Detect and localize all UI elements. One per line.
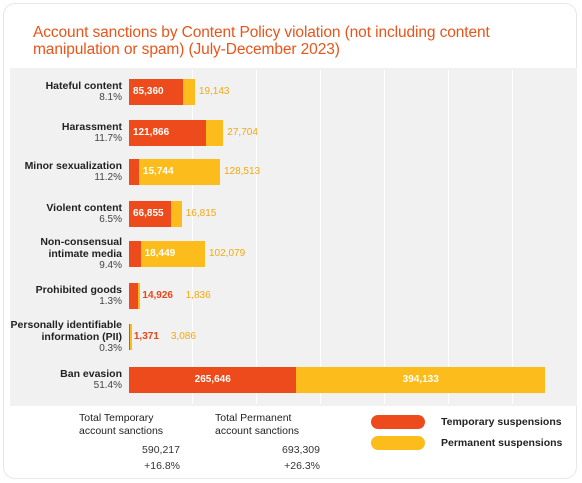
category-label: Personally identifiable information (PII… [10,319,122,343]
total-permanent-value: 693,309 [282,444,320,456]
category-percent: 1.3% [99,296,122,307]
grid-line [192,70,193,404]
category-label: Hateful content [45,80,122,92]
bar-temporary [129,120,206,146]
bar-permanent [171,201,182,227]
bar-permanent [140,241,205,267]
value-label-temporary: 85,360 [133,86,164,97]
category-label: Non-consensual intimate media [40,236,122,260]
bar-temporary [129,241,141,267]
value-label-permanent: 1,836 [185,290,211,301]
value-label-temporary: 121,866 [133,127,170,138]
value-label-permanent: 27,704 [227,127,258,138]
value-label-permanent: 102,079 [208,248,246,259]
bar-permanent [296,367,545,393]
value-label-temporary: 18,449 [144,248,176,259]
category-percent: 6.5% [99,214,122,225]
value-label-temporary: 15,744 [142,166,174,177]
grid-line [320,70,321,404]
legend-label-temporary: Temporary suspensions [441,416,562,428]
total-temporary-label: Total Temporary account sanctions [79,412,164,437]
bar-temporary [129,79,183,105]
category-percent: 51.4% [93,380,122,391]
grid-line [256,70,257,404]
total-temporary-change: +16.8% [144,460,180,472]
legend-swatch-permanent [371,436,425,450]
category-label: Prohibited goods [35,284,122,296]
bar-temporary [129,201,172,227]
bar-temporary [129,283,139,309]
value-label-permanent: 16,815 [185,208,217,219]
value-label-permanent: 394,133 [402,374,439,385]
value-label-temporary: 1,371 [133,331,159,342]
total-temporary-value: 590,217 [142,444,180,456]
legend-label-permanent: Permanent suspensions [441,437,563,449]
bar-permanent [182,79,195,105]
category-label: Violent content [46,202,122,214]
value-label-temporary: 265,646 [194,374,231,385]
chart-title: Account sanctions by Content Policy viol… [33,24,490,58]
value-label-temporary: 14,926 [142,290,173,301]
category-percent: 9.4% [99,260,122,271]
bar-permanent [205,120,224,146]
bar-permanent [138,159,220,185]
category-label: Ban evasion [60,368,122,380]
value-label-temporary: 66,855 [133,208,164,219]
category-percent: 8.1% [99,92,122,103]
bar-temporary [129,159,139,185]
value-label-permanent: 19,143 [198,86,230,97]
legend-swatch-temporary [371,415,425,429]
category-percent: 11.2% [94,172,122,183]
category-percent: 0.3% [99,343,122,354]
bar-permanent [138,283,140,309]
category-label: Harassment [61,121,122,133]
grid-line [384,70,385,404]
bar-permanent [129,324,132,350]
bar-temporary [129,367,297,393]
grid-line [448,70,449,404]
plot-area [10,68,577,406]
category-percent: 11.7% [94,133,122,144]
grid-line [512,70,513,404]
total-permanent-change: +26.3% [284,460,320,472]
value-label-permanent: 128,513 [223,166,261,177]
value-label-permanent: 3,086 [170,331,196,342]
category-label: Minor sexualization [24,160,122,172]
total-permanent-label: Total Permanent account sanctions [215,412,300,437]
